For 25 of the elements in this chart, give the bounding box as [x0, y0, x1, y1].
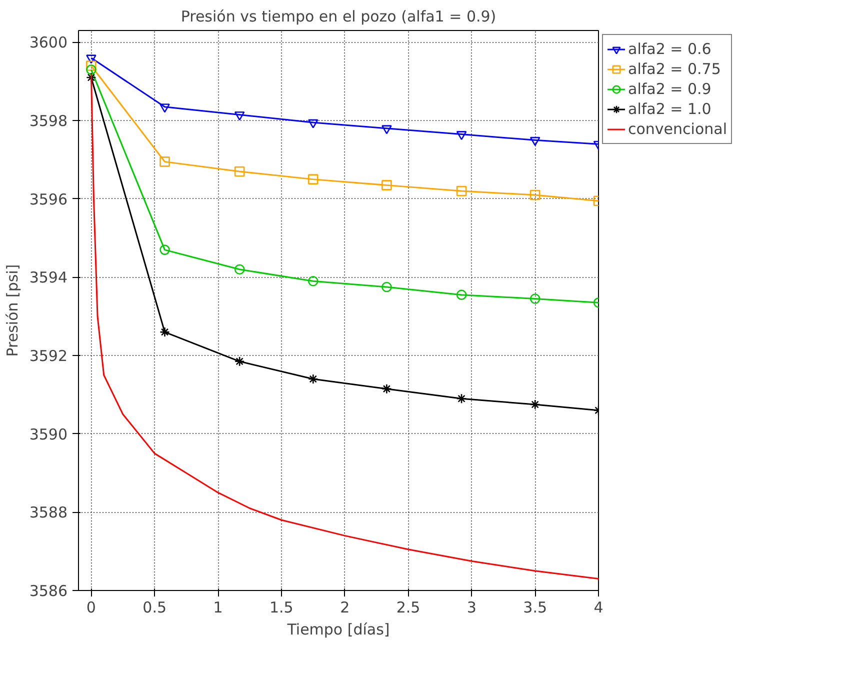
y-tick-label: 3598	[29, 112, 68, 130]
x-axis-title: Tiempo [días]	[286, 620, 390, 638]
chart-title: Presión vs tiempo en el pozo (alfa1 = 0.9)	[180, 8, 496, 26]
x-tick-label: 1.5	[270, 598, 294, 616]
legend-label: alfa2 = 0.9	[628, 80, 712, 98]
x-tick-label: 1	[213, 598, 223, 616]
y-tick-label: 3594	[29, 268, 68, 287]
x-tick-label: 3	[466, 598, 476, 616]
x-tick-label: 2	[340, 598, 350, 616]
y-tick-label: 3592	[29, 347, 68, 366]
x-tick-label: 4	[594, 598, 604, 616]
legend-label: convencional	[628, 120, 728, 138]
x-tick-label: 0	[86, 598, 96, 616]
y-tick-label: 3590	[29, 425, 68, 444]
legend-label: alfa2 = 0.6	[628, 40, 712, 58]
x-tick-label: 3.5	[523, 598, 548, 616]
legend-label: alfa2 = 0.75	[628, 60, 721, 78]
y-axis-title: Presión [psi]	[3, 264, 22, 357]
y-tick-label: 3600	[29, 34, 68, 52]
x-tick-label: 0.5	[142, 598, 167, 616]
y-tick-label: 3588	[29, 504, 68, 522]
legend-label: alfa2 = 1.0	[628, 100, 712, 118]
y-tick-label: 3586	[29, 582, 68, 600]
y-tick-label: 3596	[29, 190, 68, 208]
x-tick-label: 2.5	[396, 598, 420, 616]
